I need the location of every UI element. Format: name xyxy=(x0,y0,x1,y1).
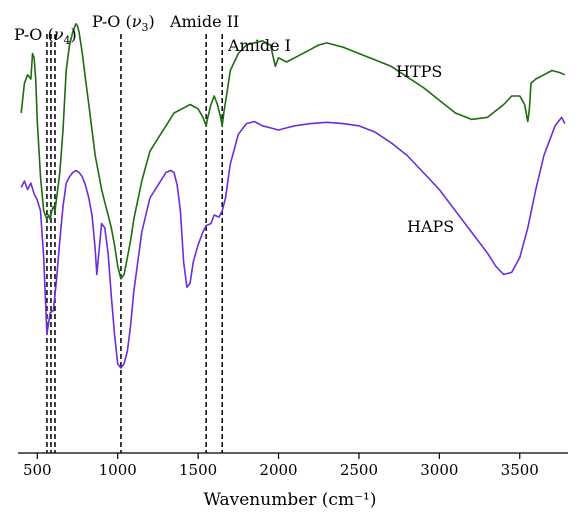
series-line-haps xyxy=(20,116,566,369)
x-ticks: 500 1000 1500 2000 2500 3000 3500 xyxy=(23,453,539,479)
x-axis: 500 1000 1500 2000 2500 3000 3500 xyxy=(18,452,568,479)
x-tick-label: 3000 xyxy=(420,461,458,479)
x-tick-label: 3500 xyxy=(501,461,539,479)
plot-area xyxy=(20,23,566,453)
series-label-htps: HTPS xyxy=(396,62,442,81)
series-label-haps: HAPS xyxy=(407,217,454,236)
x-tick-label: 1500 xyxy=(179,461,217,479)
x-tick-label: 2000 xyxy=(259,461,297,479)
x-tick-label: 1000 xyxy=(99,461,137,479)
annotation-lines xyxy=(46,34,223,453)
annotation-amide-ii: Amide II xyxy=(169,12,239,31)
series-line-htps xyxy=(20,23,566,280)
x-axis-label: Wavenumber (cm⁻¹) xyxy=(204,490,377,510)
x-tick-label: 2500 xyxy=(340,461,378,479)
annotation-po-v3: P-O (ν3) xyxy=(92,12,155,34)
annotation-po-v4: P-O (ν4) xyxy=(14,25,77,47)
annotation-amide-i: Amide I xyxy=(227,36,291,55)
x-tick-label: 500 xyxy=(23,461,52,479)
